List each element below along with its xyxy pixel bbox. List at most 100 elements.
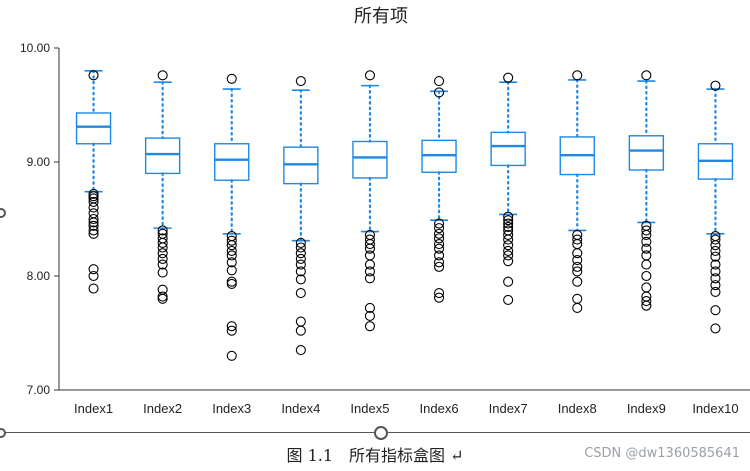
outlier-point: [503, 294, 514, 305]
outlier-point: [433, 218, 445, 229]
outlier-point: [641, 236, 652, 247]
outlier-point: [433, 257, 445, 268]
outlier-point: [503, 256, 514, 267]
outlier-point: [88, 217, 99, 228]
x-tick-label: Index10: [692, 401, 738, 416]
outlier-point: [226, 245, 237, 256]
outlier-point: [88, 202, 99, 213]
box-index9: [628, 70, 665, 311]
outlier-point: [503, 215, 514, 226]
outlier-point: [641, 225, 652, 236]
outlier-point: [295, 259, 306, 270]
outlier-point: [364, 302, 376, 313]
outlier-point: [226, 321, 237, 332]
outlier-point: [433, 243, 445, 254]
outlier-point: [503, 245, 514, 256]
outlier-point: [295, 288, 306, 299]
outlier-point: [88, 213, 99, 225]
iqr-box: [144, 137, 181, 175]
outlier-point: [433, 288, 445, 299]
box-index4: [283, 76, 319, 356]
outlier-point: [88, 225, 99, 236]
outlier-point: [710, 266, 721, 277]
outlier-point: [433, 261, 445, 272]
box-index6: [421, 76, 457, 303]
resize-handle-bottom[interactable]: [374, 426, 388, 440]
x-tick-label: Index5: [350, 401, 389, 416]
outlier-point: [364, 70, 376, 81]
box-plot-chart: 所有项 7.00 8.00 9.00 10.00 Index1 Index2 Index3…: [20, 6, 750, 416]
outlier-point: [503, 218, 514, 229]
outlier-point: [88, 70, 99, 81]
outlier-point: [572, 261, 583, 272]
outlier-point: [295, 237, 306, 248]
iqr-box: [214, 143, 250, 181]
outlier-point: [157, 242, 168, 253]
outlier-point: [364, 259, 376, 270]
outlier-point: [88, 283, 99, 294]
outlier-point: [157, 293, 168, 304]
y-tick-label: 9.00: [27, 155, 51, 169]
outlier-point: [295, 242, 306, 253]
outlier-point: [226, 257, 237, 268]
outlier-point: [503, 221, 514, 233]
outlier-point: [364, 273, 376, 284]
outlier-point: [433, 228, 445, 239]
outlier-point: [88, 220, 99, 231]
outlier-point: [433, 292, 445, 303]
boxes-group: [75, 69, 734, 361]
outlier-point: [641, 270, 652, 282]
outlier-point: [226, 325, 237, 336]
x-tick-label: Index8: [558, 401, 597, 416]
outlier-point: [710, 323, 721, 334]
outlier-point: [503, 250, 514, 261]
x-axis: Index1 Index2 Index3 Index4 Index5 Index6 Inde…: [59, 389, 750, 416]
outlier-point: [433, 250, 445, 261]
outlier-point: [157, 259, 168, 270]
outlier-point: [364, 250, 376, 261]
outlier-point: [157, 267, 168, 278]
outlier-point: [295, 274, 306, 285]
outlier-point: [226, 278, 237, 290]
outlier-point: [226, 73, 237, 84]
outlier-point: [641, 250, 652, 261]
outlier-point: [641, 229, 652, 241]
iqr-box: [75, 112, 112, 145]
outlier-point: [157, 225, 168, 236]
outlier-point: [710, 305, 721, 316]
y-tick-label: 8.00: [27, 269, 51, 283]
outlier-point: [572, 266, 583, 277]
resize-handle-mid-left[interactable]: [0, 208, 6, 218]
outlier-point: [157, 291, 168, 302]
outlier-point: [572, 248, 583, 259]
outlier-point: [157, 237, 168, 248]
outlier-point: [710, 245, 721, 256]
outlier-point: [88, 196, 99, 207]
box-index1: [75, 69, 112, 294]
outlier-point: [710, 259, 721, 270]
box-index10: [697, 80, 734, 334]
outlier-point: [295, 76, 306, 87]
outlier-point: [226, 240, 237, 251]
x-tick-label: Index3: [212, 401, 251, 416]
outlier-point: [503, 240, 514, 251]
outlier-point: [88, 264, 99, 275]
outlier-point: [157, 253, 168, 264]
outlier-point: [295, 325, 306, 336]
outlier-point: [88, 270, 99, 282]
iqr-box: [352, 140, 388, 179]
outlier-point: [503, 211, 514, 222]
outlier-point: [364, 243, 376, 254]
outlier-point: [295, 345, 306, 356]
figure-caption: 图 1.1 所有指标盒图 ↵: [286, 446, 464, 465]
y-axis: 7.00 8.00 9.00 10.00: [20, 41, 60, 397]
box-index3: [214, 73, 250, 361]
outlier-point: [572, 302, 583, 313]
outlier-point: [572, 70, 583, 81]
resize-handle-left[interactable]: [0, 428, 6, 438]
outlier-point: [641, 259, 652, 270]
outlier-point: [572, 234, 583, 245]
outlier-point: [710, 286, 721, 298]
outlier-point: [710, 240, 721, 251]
x-tick-label: Index4: [281, 401, 320, 416]
